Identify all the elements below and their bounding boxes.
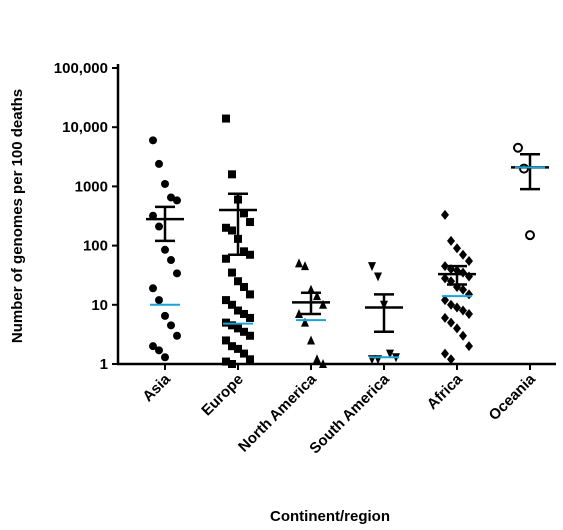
point [173, 196, 181, 205]
point [222, 296, 230, 305]
point [222, 357, 230, 366]
point [465, 308, 473, 319]
point [459, 330, 467, 341]
point [447, 354, 455, 365]
y-tick-label: 100 [83, 238, 108, 255]
point [222, 318, 230, 327]
point [465, 255, 473, 266]
point [246, 250, 254, 259]
point [240, 209, 248, 218]
point [222, 336, 230, 345]
point [149, 284, 157, 293]
point [222, 223, 230, 232]
point [459, 305, 467, 316]
y-axis-title: Number of genomes per 100 deaths [9, 89, 26, 343]
point [525, 230, 535, 241]
point [246, 355, 254, 364]
point [149, 211, 157, 220]
point [374, 272, 382, 282]
point [155, 159, 163, 168]
point [447, 299, 455, 310]
point [295, 258, 303, 268]
x-tick-label: Asia [139, 370, 174, 405]
point [234, 344, 242, 353]
point [295, 308, 303, 318]
point [228, 321, 236, 330]
y-tick-label: 100,000 [54, 60, 108, 77]
point [246, 331, 254, 340]
point [167, 321, 175, 330]
point [513, 142, 523, 153]
point [167, 193, 175, 202]
point [447, 235, 455, 246]
point [228, 360, 236, 368]
point [149, 136, 157, 145]
point [228, 170, 236, 179]
y-tick-label: 10,000 [62, 119, 108, 136]
point [307, 284, 315, 294]
point [240, 327, 248, 336]
point [453, 243, 461, 254]
point [240, 247, 248, 256]
point [228, 226, 236, 235]
point [319, 299, 327, 309]
point [234, 277, 242, 286]
point [519, 163, 529, 174]
point [155, 346, 163, 355]
point [368, 262, 376, 272]
point [173, 331, 181, 340]
y-tick-label: 10 [91, 297, 108, 314]
point [453, 302, 461, 313]
point [301, 261, 309, 271]
y-tick-label: 1000 [75, 178, 108, 195]
point [149, 342, 157, 351]
point [173, 269, 181, 278]
point [161, 311, 169, 320]
point [222, 114, 230, 123]
point [155, 296, 163, 305]
point [386, 349, 394, 359]
x-tick-label: Europe [198, 371, 247, 420]
point [441, 273, 449, 284]
point [453, 323, 461, 334]
point [246, 313, 254, 322]
point [441, 261, 449, 272]
point [441, 312, 449, 323]
point [222, 254, 230, 263]
point [459, 284, 467, 295]
point [228, 268, 236, 277]
point [167, 256, 175, 265]
point [313, 354, 321, 364]
point [441, 348, 449, 359]
point [465, 341, 473, 352]
x-tick-label: Oceania [486, 370, 540, 424]
point [228, 300, 236, 309]
point [161, 353, 169, 362]
x-axis-title: Continent/region [270, 508, 390, 525]
point [161, 245, 169, 254]
point [441, 209, 449, 220]
x-tick-label: Africa [424, 370, 467, 413]
point [240, 309, 248, 318]
point [228, 342, 236, 351]
point [234, 324, 242, 333]
point [465, 289, 473, 300]
point [307, 335, 315, 345]
point [319, 359, 327, 368]
point [234, 306, 242, 315]
x-tick-label: South America [306, 370, 393, 457]
point [459, 249, 467, 260]
point [441, 295, 449, 306]
point [246, 290, 254, 299]
point [447, 317, 455, 328]
point [240, 282, 248, 291]
point [155, 222, 163, 231]
y-tick-label: 1 [100, 356, 108, 373]
point [313, 291, 321, 301]
point [301, 317, 309, 327]
point [240, 349, 248, 358]
point [246, 218, 254, 227]
point [161, 179, 169, 188]
